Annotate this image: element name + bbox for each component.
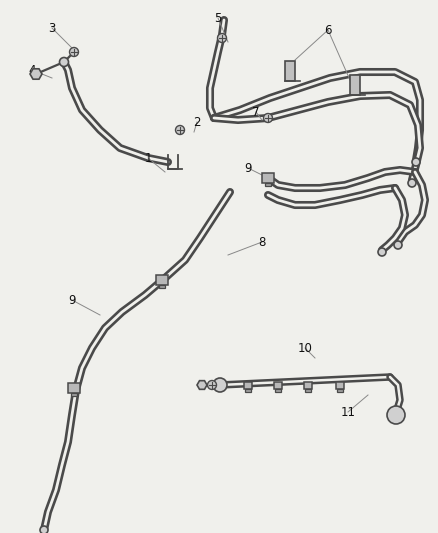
Bar <box>337 389 343 392</box>
Circle shape <box>40 526 48 533</box>
Bar <box>350 75 360 95</box>
Text: 1: 1 <box>144 151 152 165</box>
Circle shape <box>218 34 226 43</box>
Bar <box>274 382 282 389</box>
Bar <box>68 383 80 393</box>
Circle shape <box>391 410 401 420</box>
Polygon shape <box>197 381 207 389</box>
Bar <box>285 61 295 81</box>
Bar <box>244 382 252 389</box>
Circle shape <box>208 381 216 390</box>
Bar <box>245 389 251 392</box>
Text: 11: 11 <box>340 406 356 418</box>
Bar <box>262 173 274 183</box>
Circle shape <box>176 125 184 134</box>
Circle shape <box>70 47 78 56</box>
Circle shape <box>60 58 68 67</box>
Polygon shape <box>30 69 42 79</box>
Bar <box>336 382 344 389</box>
Bar <box>305 389 311 392</box>
Circle shape <box>394 241 402 249</box>
Text: 5: 5 <box>214 12 222 25</box>
Text: 2: 2 <box>193 116 201 128</box>
Circle shape <box>264 114 272 123</box>
Bar <box>304 382 312 389</box>
Bar <box>156 275 168 285</box>
Circle shape <box>378 248 386 256</box>
Bar <box>159 285 165 288</box>
Circle shape <box>387 406 405 424</box>
Circle shape <box>408 179 416 187</box>
Text: 9: 9 <box>244 161 252 174</box>
Circle shape <box>213 378 227 392</box>
Bar <box>71 393 77 396</box>
Text: 6: 6 <box>324 23 332 36</box>
Text: 7: 7 <box>252 106 260 118</box>
Text: 10: 10 <box>297 342 312 354</box>
Text: 4: 4 <box>28 63 36 77</box>
Text: 3: 3 <box>48 21 56 35</box>
Text: 8: 8 <box>258 236 266 248</box>
Text: 9: 9 <box>68 294 76 306</box>
Bar <box>275 389 281 392</box>
Circle shape <box>412 158 420 166</box>
Bar <box>265 183 271 186</box>
